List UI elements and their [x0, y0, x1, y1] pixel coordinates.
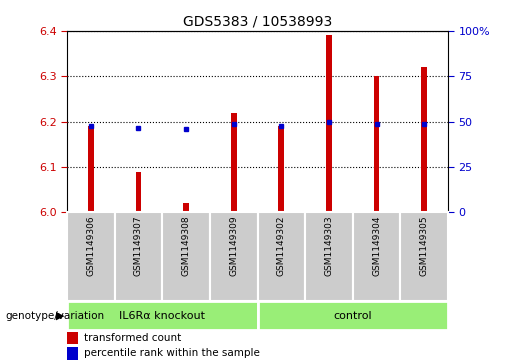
Bar	[258, 301, 448, 330]
Bar	[114, 212, 162, 301]
Text: GSM1149303: GSM1149303	[324, 215, 333, 276]
Text: control: control	[334, 311, 372, 321]
Text: GSM1149306: GSM1149306	[87, 215, 95, 276]
Text: GSM1149309: GSM1149309	[229, 215, 238, 276]
Bar	[210, 212, 258, 301]
Text: ▶: ▶	[56, 311, 64, 321]
Text: genotype/variation: genotype/variation	[5, 311, 104, 321]
Bar	[258, 212, 305, 301]
Text: percentile rank within the sample: percentile rank within the sample	[84, 348, 260, 358]
Text: transformed count: transformed count	[84, 333, 181, 343]
Bar	[183, 203, 189, 212]
Bar	[67, 301, 258, 330]
Bar	[374, 76, 380, 212]
Text: GSM1149307: GSM1149307	[134, 215, 143, 276]
Title: GDS5383 / 10538993: GDS5383 / 10538993	[183, 14, 332, 28]
Bar	[353, 212, 401, 301]
Bar	[162, 212, 210, 301]
Text: GSM1149304: GSM1149304	[372, 215, 381, 276]
Bar	[67, 347, 78, 359]
Bar	[326, 36, 332, 212]
Bar	[135, 172, 141, 212]
Bar	[67, 332, 78, 344]
Text: GSM1149302: GSM1149302	[277, 215, 286, 276]
Bar	[305, 212, 353, 301]
Bar	[401, 212, 448, 301]
Text: GSM1149308: GSM1149308	[182, 215, 191, 276]
Bar	[231, 113, 236, 212]
Bar	[421, 67, 427, 212]
Bar	[279, 126, 284, 212]
Text: GSM1149305: GSM1149305	[420, 215, 428, 276]
Bar	[67, 212, 115, 301]
Bar	[88, 126, 94, 212]
Text: IL6Rα knockout: IL6Rα knockout	[119, 311, 205, 321]
